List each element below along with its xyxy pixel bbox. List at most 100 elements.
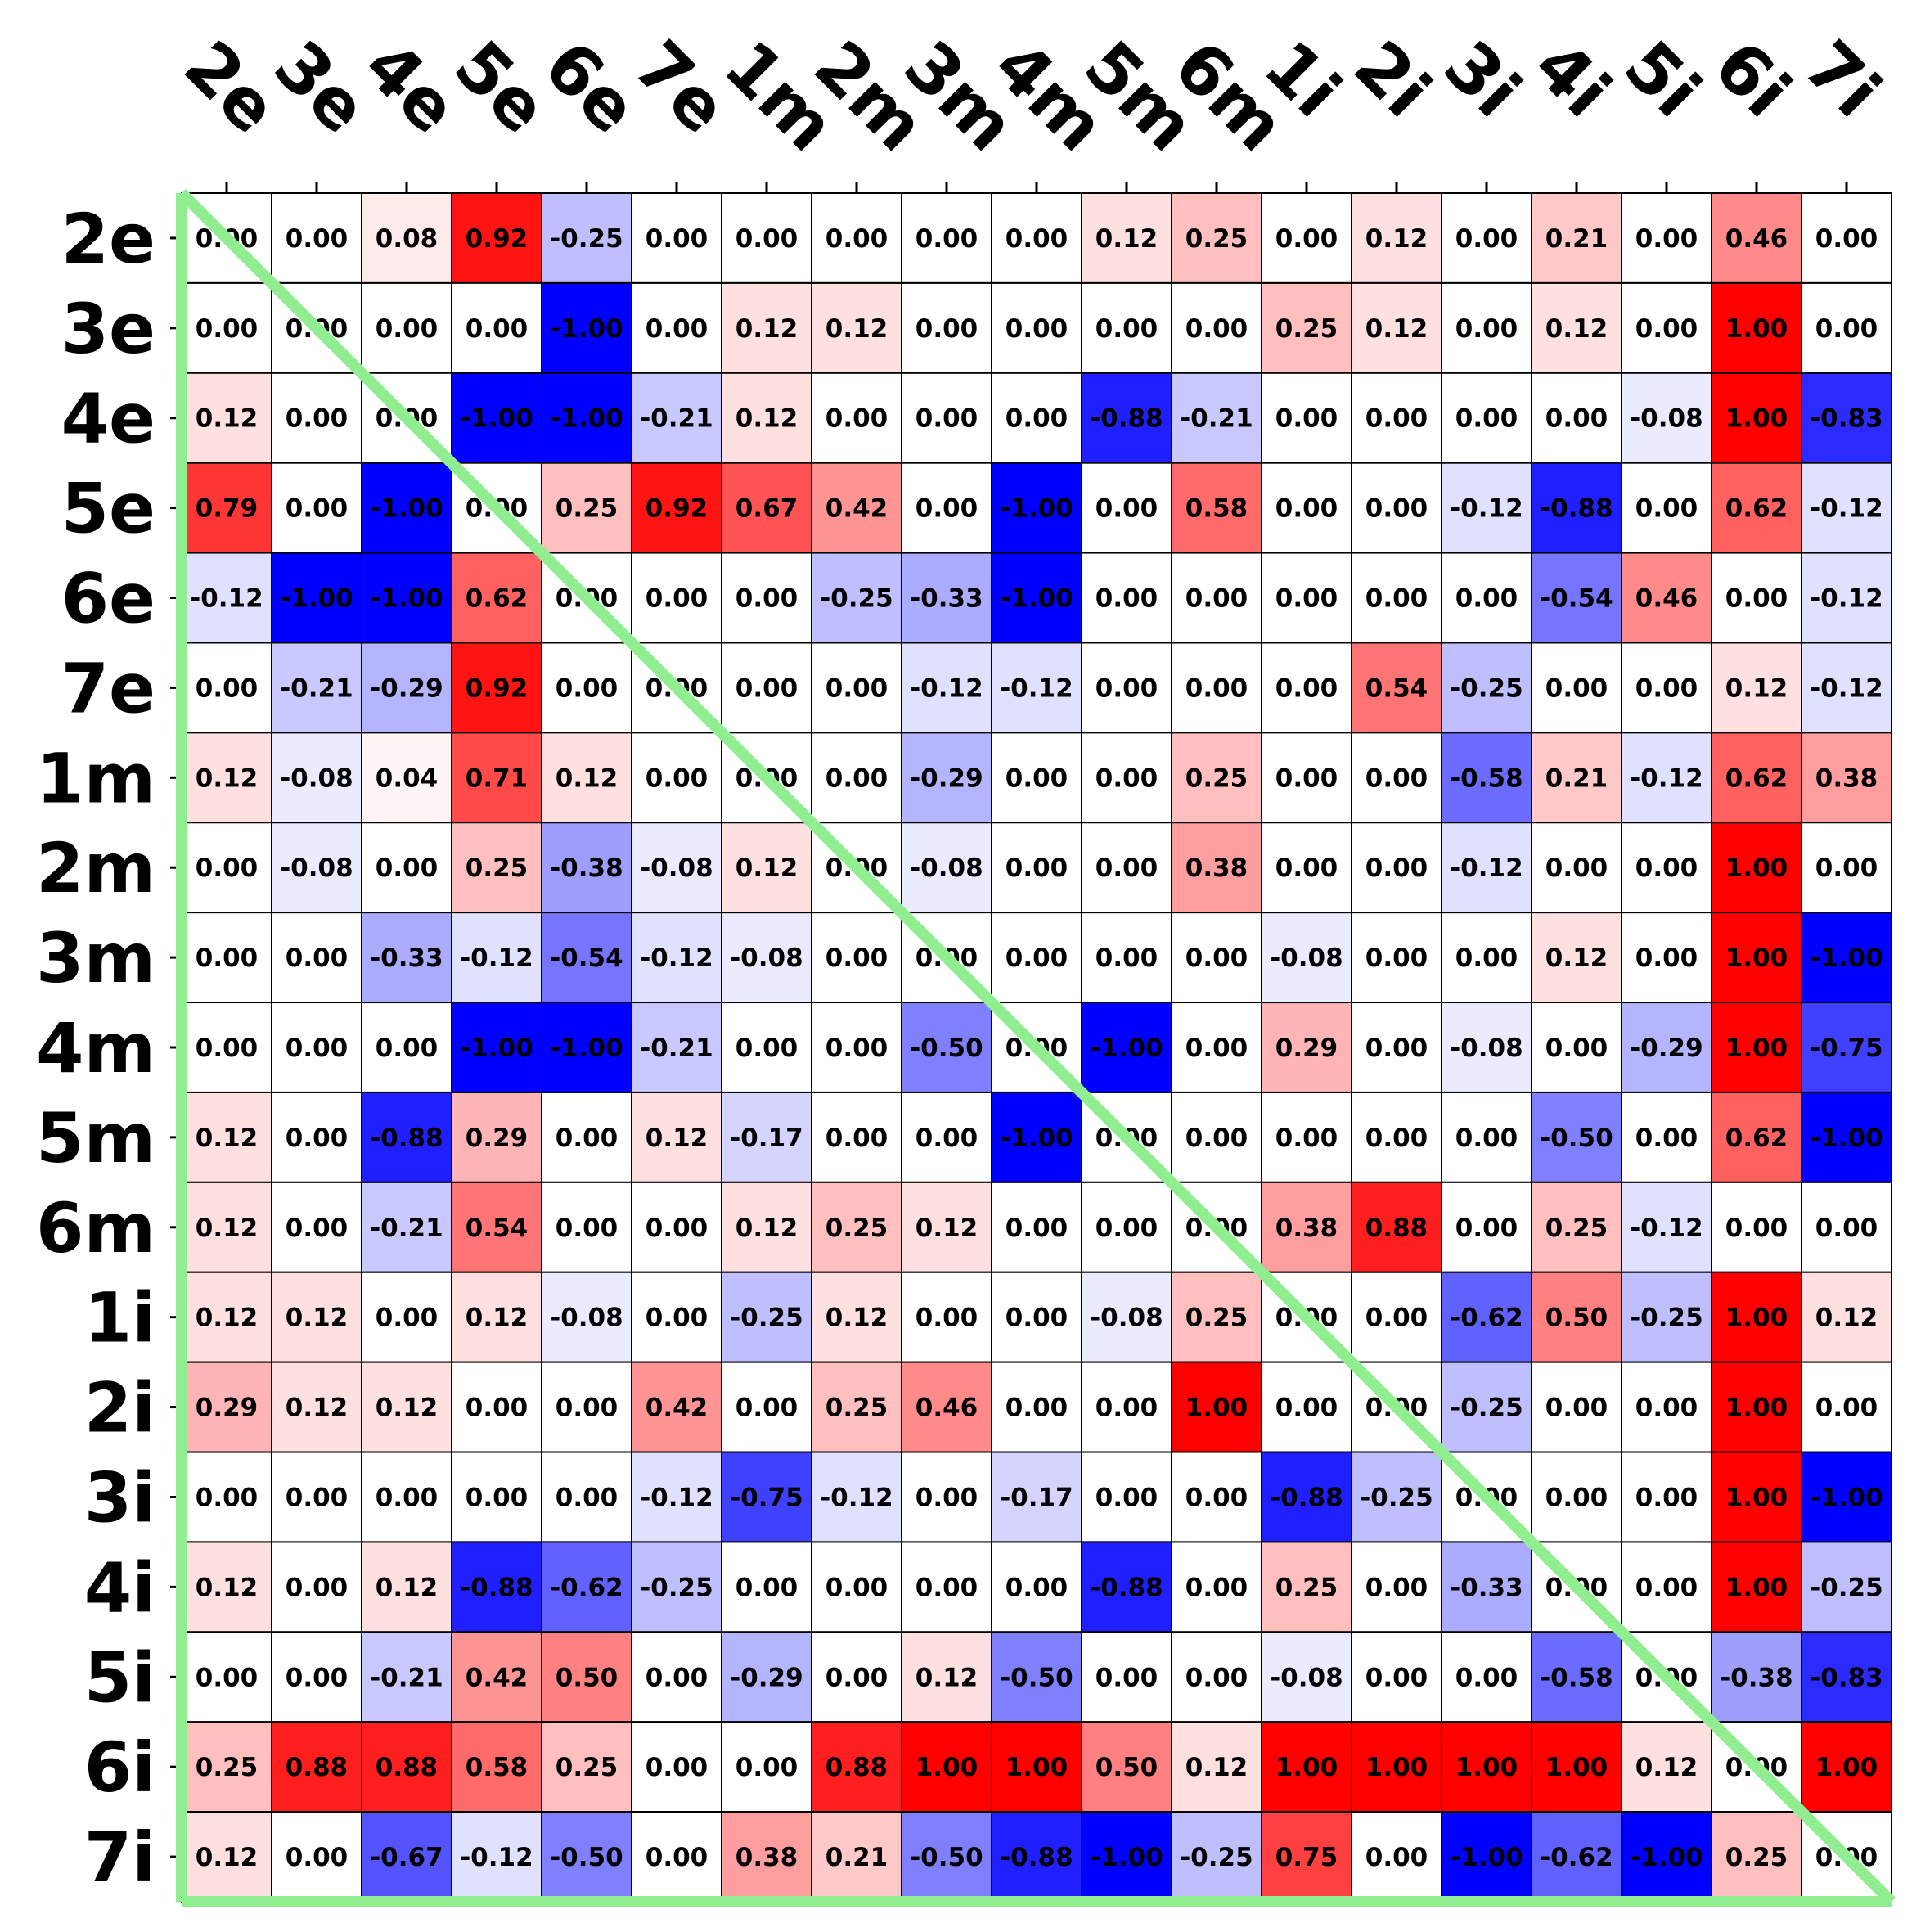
cell-rect (271, 1811, 362, 1903)
cell-value-label: 0.00 (1275, 1394, 1338, 1423)
cell-value-label: 1.00 (1005, 1753, 1068, 1782)
cell-value-label: 1.00 (1725, 1483, 1788, 1512)
cell-rect (1261, 732, 1352, 824)
cell-rect (1261, 1811, 1352, 1903)
cell-rect (1171, 552, 1262, 644)
cell-value-label: 0.00 (1095, 763, 1158, 793)
cell-rect (1441, 1181, 1532, 1273)
heatmap-cell: 0.38 (1261, 1181, 1352, 1273)
heatmap-cell: -0.21 (631, 1002, 722, 1093)
heatmap-cell: -0.12 (181, 552, 272, 644)
cell-rect (991, 732, 1082, 824)
cell-value-label: -0.12 (1630, 1214, 1703, 1243)
heatmap-cell: 0.00 (901, 1271, 992, 1363)
cell-rect (631, 1002, 722, 1093)
cell-rect (1081, 1631, 1172, 1723)
cell-value-label: 0.00 (286, 494, 349, 524)
cell-value-label: 0.00 (1635, 314, 1698, 344)
cell-value-label: 0.54 (1365, 673, 1428, 703)
cell-value-label: 0.12 (916, 1214, 978, 1243)
cell-value-label: 0.00 (646, 1214, 709, 1243)
cell-value-label: 0.00 (1005, 224, 1068, 254)
cell-rect (1711, 732, 1802, 824)
heatmap-cell: 0.00 (721, 1361, 812, 1453)
heatmap-cell: 0.75 (1261, 1811, 1352, 1903)
cell-value-label: -0.67 (370, 1843, 443, 1872)
heatmap-cell: 0.12 (1531, 281, 1622, 374)
heatmap-cell: -0.50 (541, 1811, 632, 1903)
heatmap-cell: 0.00 (991, 1181, 1082, 1273)
cell-value-label: 0.92 (466, 224, 529, 254)
cell-value-label: -0.58 (1450, 763, 1523, 793)
cell-value-label: -1.00 (1000, 1124, 1073, 1153)
cell-rect (1081, 912, 1172, 1004)
cell-rect (181, 372, 272, 464)
heatmap-cell: 0.00 (1621, 281, 1712, 374)
heatmap-cell: -0.88 (1081, 1541, 1172, 1633)
cell-rect (901, 642, 992, 734)
cell-rect (1801, 552, 1892, 644)
cell-rect (271, 372, 362, 464)
cell-value-label: 0.00 (1185, 314, 1248, 344)
heatmap-cell: 0.00 (631, 192, 722, 284)
heatmap-cell: 0.00 (1171, 552, 1262, 644)
cell-rect (181, 462, 272, 554)
cell-rect (1711, 1541, 1802, 1633)
cell-value-label: 0.00 (196, 943, 259, 973)
cell-value-label: 0.00 (1185, 1663, 1248, 1692)
cell-value-label: 0.12 (736, 853, 799, 883)
heatmap-cell: 0.00 (811, 1091, 902, 1183)
cell-value-label: 0.25 (466, 853, 529, 883)
cell-rect (901, 1271, 992, 1363)
cell-rect (271, 732, 362, 824)
heatmap-cell: 0.12 (181, 732, 272, 824)
cell-rect (1351, 912, 1442, 1004)
heatmap-cell: 0.00 (1351, 1541, 1442, 1633)
cell-value-label: 0.00 (1005, 1214, 1068, 1243)
cell-value-label: 0.00 (916, 224, 978, 254)
heatmap-cell: 0.00 (1261, 642, 1352, 734)
heatmap-cell: 0.00 (1351, 1091, 1442, 1183)
cell-value-label: 0.12 (1635, 1753, 1698, 1782)
heatmap-cell: -1.00 (361, 552, 452, 644)
cell-rect (1801, 1721, 1892, 1813)
heatmap-cell: 0.12 (721, 822, 812, 914)
cell-value-label: 0.92 (466, 673, 529, 703)
cell-value-label: 0.00 (196, 1483, 259, 1512)
heatmap-cell: 0.62 (1711, 462, 1802, 554)
heatmap-cell: 0.00 (991, 1541, 1082, 1633)
cell-value-label: 0.00 (646, 1663, 709, 1692)
heatmap-cell: -0.88 (991, 1811, 1082, 1903)
cell-rect (1711, 1181, 1802, 1273)
cell-value-label: 0.88 (376, 1753, 439, 1782)
cell-value-label: 0.12 (196, 763, 259, 793)
cell-rect (811, 552, 902, 644)
heatmap-cell: 0.00 (1531, 1451, 1622, 1543)
cell-rect (811, 642, 902, 734)
heatmap-cell: -0.88 (451, 1541, 542, 1633)
cell-value-label: -0.54 (550, 943, 623, 973)
heatmap-cell: 0.00 (451, 1361, 542, 1453)
cell-value-label: 0.00 (736, 1753, 799, 1782)
heatmap-cell: 0.00 (1801, 1181, 1892, 1273)
cell-rect (271, 1451, 362, 1543)
heatmap-cell: 0.00 (811, 1541, 902, 1633)
heatmap-cell: 1.00 (1711, 1271, 1802, 1363)
heatmap-cell: 0.25 (541, 1721, 632, 1813)
heatmap-cell: 0.00 (1081, 552, 1172, 644)
cell-rect (1351, 552, 1442, 644)
cell-value-label: 0.00 (916, 494, 978, 524)
heatmap-cell: 0.29 (181, 1361, 272, 1453)
cell-value-label: 0.00 (1365, 1843, 1428, 1872)
cell-value-label: 0.25 (1185, 1304, 1248, 1333)
cell-value-label: 0.00 (826, 1034, 889, 1063)
cell-value-label: 0.00 (826, 224, 889, 254)
heatmap-cell: 0.00 (361, 1271, 452, 1363)
heatmap-cell: 0.00 (1531, 1002, 1622, 1093)
cell-value-label: 0.00 (1005, 1573, 1068, 1602)
cell-rect (1621, 642, 1712, 734)
cell-rect (1801, 372, 1892, 464)
cell-value-label: 0.04 (376, 763, 439, 793)
cell-value-label: -0.12 (1630, 763, 1703, 793)
cell-value-label: 0.88 (1365, 1214, 1428, 1243)
